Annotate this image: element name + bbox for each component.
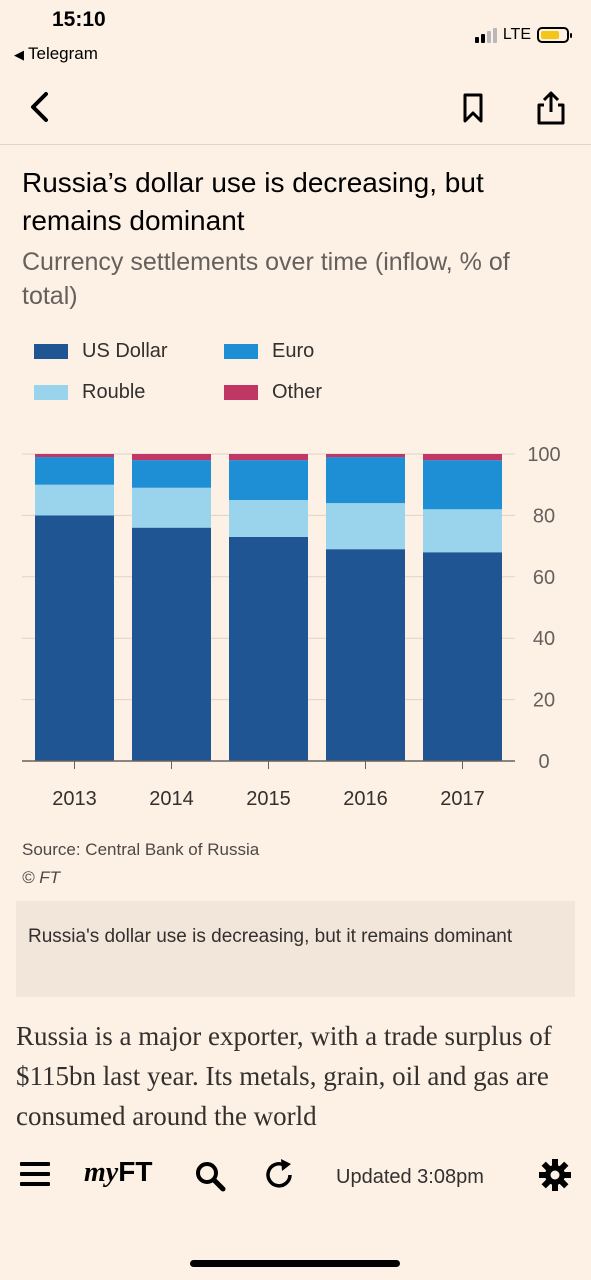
bar-segment bbox=[35, 484, 114, 516]
image-caption: Russia's dollar use is decreasing, but i… bbox=[16, 901, 575, 997]
bar-segment bbox=[229, 536, 308, 761]
x-tick-label: 2016 bbox=[343, 788, 388, 810]
battery-icon bbox=[537, 27, 572, 43]
legend-item-rouble: Rouble bbox=[34, 381, 145, 404]
y-tick-label: 20 bbox=[533, 690, 555, 712]
bar-segment bbox=[326, 549, 405, 761]
bar-segment bbox=[229, 454, 308, 461]
bar-segment bbox=[423, 552, 502, 761]
nav-divider bbox=[0, 144, 591, 145]
chart-source: Source: Central Bank of Russia bbox=[22, 840, 260, 859]
bookmark-icon[interactable] bbox=[461, 92, 485, 124]
bar-segment bbox=[326, 457, 405, 504]
bar-segment bbox=[35, 515, 114, 761]
chart-copyright: © FT bbox=[22, 868, 61, 887]
bar-segment bbox=[229, 500, 308, 537]
signal-icon bbox=[474, 27, 497, 43]
legend-item-usd: US Dollar bbox=[34, 340, 168, 363]
back-triangle-icon: ◀ bbox=[14, 47, 24, 62]
back-app-label: Telegram bbox=[28, 44, 98, 63]
x-tick-label: 2013 bbox=[52, 788, 97, 810]
back-chevron-icon[interactable] bbox=[26, 90, 56, 124]
bar-segment bbox=[326, 503, 405, 550]
chart-subtitle: Currency settlements over time (inflow, … bbox=[22, 248, 510, 310]
legend-swatch-rouble bbox=[34, 385, 68, 400]
x-tick-label: 2015 bbox=[246, 788, 291, 810]
x-tick-label: 2017 bbox=[440, 788, 485, 810]
bar-segment bbox=[132, 527, 211, 761]
bottom-toolbar: myFT Updated 3:08pm bbox=[0, 1128, 591, 1280]
myft-suffix: FT bbox=[118, 1156, 153, 1187]
legend-label-usd: US Dollar bbox=[82, 340, 168, 362]
y-tick-label: 100 bbox=[527, 444, 560, 466]
y-tick-label: 40 bbox=[533, 628, 555, 650]
updated-status: Updated 3:08pm bbox=[336, 1166, 484, 1188]
back-to-app[interactable]: ◀ Telegram bbox=[14, 44, 98, 64]
y-tick-label: 0 bbox=[538, 751, 549, 773]
legend-swatch-euro bbox=[224, 344, 258, 359]
legend-item-euro: Euro bbox=[224, 340, 314, 363]
y-tick-label: 60 bbox=[533, 567, 555, 589]
bar-segment bbox=[35, 454, 114, 458]
article-body: Russia is a major exporter, with a trade… bbox=[16, 1021, 552, 1128]
chart-title: Russia’s dollar use is decreasing, but r… bbox=[22, 167, 484, 236]
menu-icon[interactable] bbox=[20, 1162, 50, 1186]
legend-label-rouble: Rouble bbox=[82, 381, 146, 403]
bar-segment bbox=[229, 460, 308, 501]
myft-button[interactable]: myFT bbox=[84, 1156, 152, 1189]
bar-segment bbox=[132, 487, 211, 528]
status-time: 15:10 bbox=[52, 8, 106, 31]
legend-item-other: Other bbox=[224, 381, 322, 404]
y-tick-label: 80 bbox=[533, 505, 555, 527]
bar-segment bbox=[423, 454, 502, 461]
refresh-icon[interactable] bbox=[262, 1158, 296, 1192]
share-icon[interactable] bbox=[534, 90, 568, 126]
legend-swatch-other bbox=[224, 385, 258, 400]
legend-label-other: Other bbox=[272, 381, 323, 403]
legend-swatch-usd bbox=[34, 344, 68, 359]
bar-segment bbox=[326, 454, 405, 458]
search-icon[interactable] bbox=[194, 1160, 226, 1192]
myft-prefix: my bbox=[84, 1157, 119, 1188]
bar-segment bbox=[132, 454, 211, 461]
legend-label-euro: Euro bbox=[272, 340, 315, 362]
status-indicators: LTE bbox=[474, 26, 572, 44]
home-indicator bbox=[190, 1260, 400, 1267]
bar-segment bbox=[423, 509, 502, 553]
x-tick-label: 2014 bbox=[149, 788, 194, 810]
bar-segment bbox=[132, 460, 211, 488]
bar-segment bbox=[35, 457, 114, 485]
gear-icon[interactable] bbox=[538, 1158, 572, 1192]
network-label: LTE bbox=[502, 26, 531, 43]
stacked-bar-chart: 0 20 40 60 80 100 2013 2014 2015 2016 2017 bbox=[22, 444, 561, 810]
bar-segment bbox=[423, 460, 502, 510]
